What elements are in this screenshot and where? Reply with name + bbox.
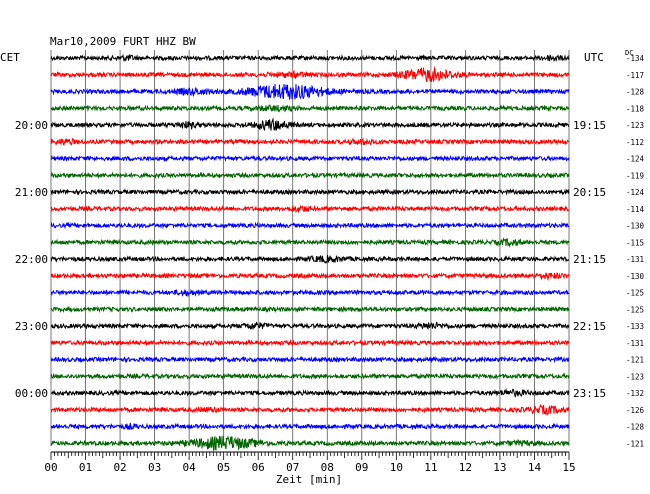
dc-offset-label: -119 [626,171,644,180]
trace-11 [50,237,570,248]
dc-offset-label: -124 [626,188,645,197]
trace-13 [50,271,570,282]
dc-offset-label: -118 [626,104,645,113]
trace-18 [50,355,570,364]
dc-offset-label: -123 [626,372,644,381]
dc-offset-label: -132 [626,389,644,398]
trace-9 [50,204,570,214]
dc-offset-label: -112 [626,138,644,147]
trace-15 [50,305,570,314]
x-tick-label: 04 [183,461,197,474]
trace-14 [51,288,570,298]
right-hour-label: 22:15 [573,320,606,333]
left-hour-label: 23:00 [15,320,48,333]
trace-23 [50,435,570,452]
dc-offset-label: -114 [626,205,645,214]
right-hour-label: 20:15 [573,186,606,199]
seismogram-traces [50,53,570,452]
trace-21 [50,403,570,417]
x-tick-label: 14 [528,461,542,474]
dc-offset-label: -134 [626,54,645,63]
dc-offset-label: -130 [626,272,645,281]
trace-6 [50,154,570,163]
dc-offset-label: -117 [626,71,644,80]
x-tick-label: 09 [355,461,368,474]
trace-2 [50,83,570,100]
x-tick-label: 03 [148,461,161,474]
left-hour-label: 21:00 [15,186,48,199]
trace-16 [50,321,570,330]
trace-19 [50,372,570,381]
dc-offset-label: -121 [626,356,644,365]
trace-20 [50,388,570,398]
x-tick-label: 02 [113,461,126,474]
dc-offset-label: -125 [626,289,644,298]
dc-offset-label: -131 [626,339,644,348]
x-tick-label: 05 [217,461,230,474]
left-timezone-label: CET [0,51,20,64]
left-hour-label: 22:00 [15,253,48,266]
dc-offset-label: -131 [626,255,644,264]
x-tick-label: 10 [390,461,403,474]
dc-offset-label: -123 [626,121,644,130]
dc-offset-labels: -134 -117 -128 -118 -123 -112 -124 -119 -124 -114… [626,54,645,448]
chart-title: Mar10,2009 FURT HHZ BW [50,35,196,48]
dc-offset-label: -128 [626,423,645,432]
right-hour-label: 21:15 [573,253,606,266]
x-tick-label: 11 [424,461,437,474]
dc-offset-label: -115 [626,238,644,247]
right-hour-label: 23:15 [573,387,606,400]
dc-offset-label: -121 [626,439,644,448]
trace-22 [50,422,570,431]
dc-offset-label: -126 [626,406,645,415]
x-tick-label: 07 [286,461,299,474]
dc-offset-label: -124 [626,155,645,164]
x-tick-label: 15 [562,461,575,474]
trace-12 [50,254,570,264]
x-tick-label: 00 [44,461,57,474]
right-timezone-label: UTC [584,51,604,64]
right-hour-label: 19:15 [573,119,606,132]
trace-3 [50,104,570,113]
trace-4 [50,117,569,131]
trace-5 [50,137,570,146]
x-axis: 00 01 02 03 04 05 06 07 08 09 10 11 12 13 14 15 [44,451,576,474]
x-tick-label: 08 [321,461,334,474]
hour-labels: 20:00 21:00 22:00 23:00 00:00 19:15 20:15 21:15… [15,119,606,400]
x-tick-label: 13 [493,461,506,474]
left-hour-label: 20:00 [15,119,48,132]
dc-offset-label: -125 [626,305,644,314]
trace-1 [50,66,570,83]
x-tick-label: 01 [79,461,92,474]
trace-10 [50,221,570,230]
x-tick-label: 06 [252,461,265,474]
minute-gridlines [50,50,570,446]
trace-0 [50,53,570,62]
trace-8 [50,188,570,196]
dc-header-label: DC [625,49,633,57]
x-axis-label: Zeit [min] [276,473,342,486]
dc-offset-label: -133 [626,322,644,331]
trace-7 [50,171,570,180]
x-tick-label: 12 [459,461,472,474]
dc-offset-label: -130 [626,222,645,231]
dc-offset-label: -128 [626,88,645,97]
left-hour-label: 00:00 [15,387,48,400]
trace-17 [50,338,570,347]
